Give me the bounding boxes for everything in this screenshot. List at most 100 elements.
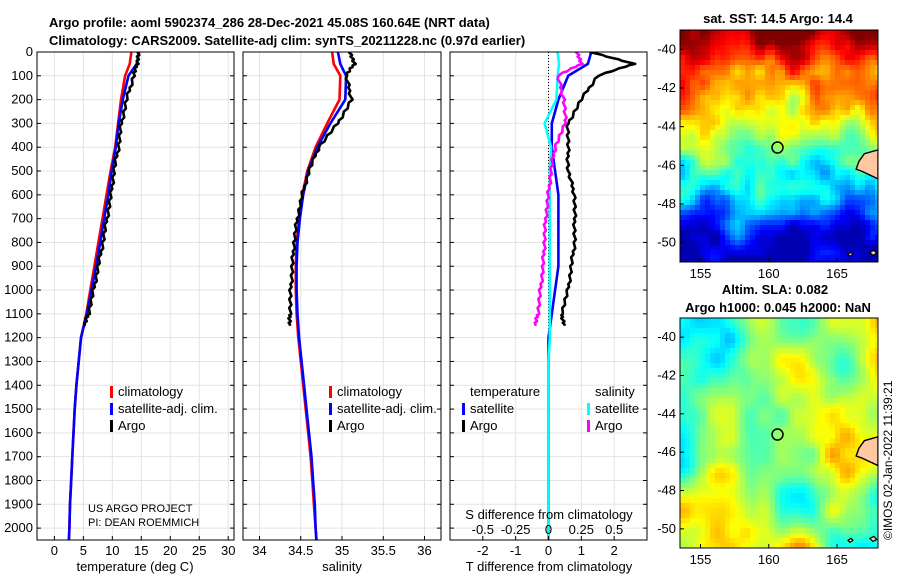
map-cell	[815, 398, 821, 404]
map-cell	[735, 408, 741, 414]
map-cell	[845, 388, 851, 394]
map-cell	[740, 513, 746, 519]
map-cell	[845, 90, 851, 96]
map-cell	[705, 240, 711, 246]
map-cell	[730, 443, 736, 449]
map-cell	[835, 130, 841, 136]
map-cell	[855, 130, 861, 136]
map-cell	[775, 353, 781, 359]
map-cell	[700, 423, 706, 429]
map-cell	[790, 170, 796, 176]
map-cell	[775, 50, 781, 56]
map-cell	[760, 145, 766, 151]
map-cell	[715, 200, 721, 206]
map-cell	[875, 398, 878, 404]
map-cell	[710, 95, 716, 101]
map-cell	[750, 125, 756, 131]
map-cell	[715, 483, 721, 489]
map-cell	[800, 388, 806, 394]
map-cell	[720, 498, 726, 504]
map-cell	[825, 383, 831, 389]
map-cell	[875, 348, 878, 354]
map-cell	[760, 190, 766, 196]
map-cell	[740, 338, 746, 344]
map-cell	[695, 503, 701, 509]
map-cell	[705, 145, 711, 151]
map-cell	[705, 443, 711, 449]
map-cell	[820, 175, 826, 181]
map-cell	[875, 70, 878, 76]
map-cell	[765, 453, 771, 459]
map-cell	[825, 458, 831, 464]
map-cell	[780, 508, 786, 514]
map-cell	[710, 358, 716, 364]
map-cell	[720, 393, 726, 399]
map-cell	[735, 180, 741, 186]
map-cell	[820, 125, 826, 131]
map-cell	[730, 40, 736, 46]
map-cell	[735, 538, 741, 544]
map-cell	[835, 528, 841, 534]
map-cell	[805, 85, 811, 91]
map-x-tick-label: 165	[826, 552, 848, 567]
map-cell	[770, 165, 776, 171]
map-cell	[845, 165, 851, 171]
map-cell	[745, 105, 751, 111]
map-cell	[800, 160, 806, 166]
map-cell	[720, 110, 726, 116]
map-cell	[725, 508, 731, 514]
map-cell	[715, 35, 721, 41]
map-cell	[800, 95, 806, 101]
map-cell	[770, 323, 776, 329]
map-cell	[830, 368, 836, 374]
map-cell	[770, 528, 776, 534]
map-cell	[720, 418, 726, 424]
map-cell	[710, 393, 716, 399]
map-cell	[800, 523, 806, 529]
map-cell	[815, 110, 821, 116]
map-cell	[855, 533, 861, 539]
map-cell	[785, 220, 791, 226]
map-cell	[850, 458, 856, 464]
map-cell	[780, 523, 786, 529]
map-cell	[800, 498, 806, 504]
map-cell	[870, 493, 876, 499]
map-cell	[850, 503, 856, 509]
map-cell	[840, 90, 846, 96]
map-cell	[750, 200, 756, 206]
map-cell	[680, 398, 686, 404]
map-cell	[685, 333, 691, 339]
map-cell	[725, 160, 731, 166]
map-cell	[795, 110, 801, 116]
map-cell	[800, 250, 806, 256]
map-cell	[815, 378, 821, 384]
map-cell	[705, 463, 711, 469]
map-cell	[840, 473, 846, 479]
map-cell	[750, 165, 756, 171]
map-cell	[680, 458, 686, 464]
map-cell	[710, 130, 716, 136]
map-cell	[760, 230, 766, 236]
map-cell	[715, 338, 721, 344]
map-cell	[875, 260, 878, 262]
map-cell	[845, 65, 851, 71]
map-cell	[720, 200, 726, 206]
map-cell	[785, 378, 791, 384]
map-cell	[760, 383, 766, 389]
map-cell	[695, 428, 701, 434]
map-cell	[735, 418, 741, 424]
map-cell	[710, 543, 716, 548]
map-cell	[800, 245, 806, 251]
map-cell	[760, 175, 766, 181]
map-cell	[730, 478, 736, 484]
map-cell	[740, 538, 746, 544]
map-cell	[855, 478, 861, 484]
map-cell	[830, 468, 836, 474]
map-cell	[785, 438, 791, 444]
map-cell	[860, 150, 866, 156]
map-cell	[710, 250, 716, 256]
map-cell	[700, 215, 706, 221]
map-cell	[735, 373, 741, 379]
map-cell	[690, 180, 696, 186]
map-cell	[870, 210, 876, 216]
